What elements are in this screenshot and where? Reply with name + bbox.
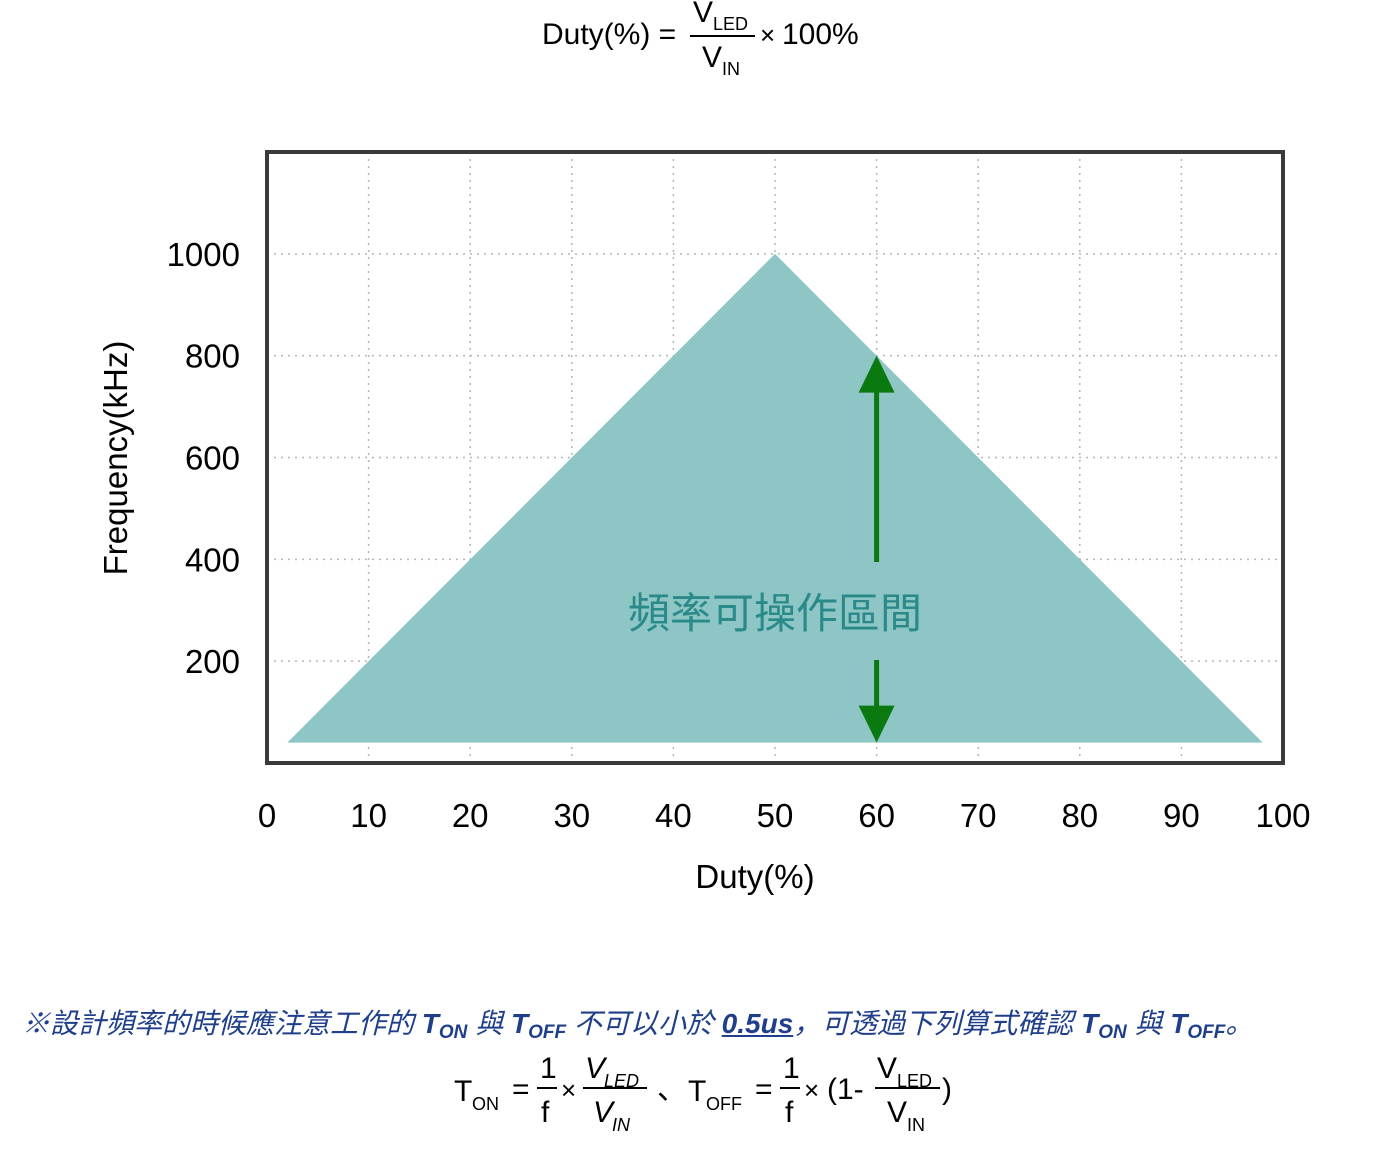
x-tick-label: 80 (1061, 797, 1098, 834)
note-and2: 與 (1134, 1008, 1163, 1039)
x-axis-label: Duty(%) (695, 858, 814, 895)
toff-close: ) (942, 1073, 952, 1106)
x-tick-label: 100 (1255, 797, 1310, 834)
note-t3: T (1081, 1008, 1099, 1039)
x-tick-label: 90 (1163, 797, 1200, 834)
x-tick-label: 30 (553, 797, 590, 834)
note-t2-sub: OFF (528, 1022, 567, 1043)
y-tick-label: 200 (185, 643, 240, 680)
operating-area (287, 253, 1263, 743)
ton-main: T (454, 1075, 472, 1108)
duty-formula-den-sub: IN (722, 59, 740, 79)
note-end: 。 (1225, 1008, 1254, 1039)
note-and1: 與 (475, 1008, 504, 1039)
toff-open: (1- (827, 1073, 864, 1106)
range-arrows (858, 355, 895, 743)
ton-times: × (561, 1075, 576, 1105)
toff-eq: = (755, 1073, 773, 1106)
t-formula: T ON = 1 f × V LED V IN 、 T OFF = 1 f × … (454, 1052, 952, 1135)
y-tick-label: 600 (185, 440, 240, 477)
x-tick-label: 70 (960, 797, 997, 834)
design-note: ※設計頻率的時候應注意工作的 TON 與 TOFF 不可以小於 0.5us，可透… (22, 1002, 1388, 1044)
duty-formula: Duty(%) = V LED V IN × 100% (542, 0, 859, 79)
toff-vled-main: V (877, 1052, 897, 1085)
y-axis-label: Frequency(kHz) (97, 341, 134, 576)
ton-vin-main: V (593, 1096, 616, 1129)
toff-main: T (688, 1075, 706, 1108)
note-t4-sub: OFF (1187, 1022, 1226, 1043)
duty-formula-den-main: V (702, 41, 722, 74)
plot-frame (265, 150, 1285, 765)
x-tick-label: 40 (655, 797, 692, 834)
ton-vled-sub: LED (604, 1071, 639, 1091)
duty-formula-num-main: V (693, 0, 713, 29)
toff-times: × (804, 1075, 819, 1105)
x-tick-label: 20 (452, 797, 489, 834)
note-t3-sub: ON (1098, 1022, 1127, 1043)
ton-sub: ON (472, 1094, 499, 1114)
y-tick-label: 1000 (167, 236, 240, 273)
y-tick-label: 400 (185, 541, 240, 578)
toff-one: 1 (783, 1052, 800, 1085)
y-tick-label: 800 (185, 338, 240, 375)
formula-separator: 、 (657, 1073, 687, 1106)
ton-eq: = (512, 1073, 530, 1106)
arrow-up-head (858, 355, 895, 393)
note-value: 0.5us (721, 1008, 794, 1039)
note-t1: T (421, 1008, 439, 1039)
duty-formula-rhs: 100% (782, 18, 859, 51)
ton-one: 1 (540, 1052, 557, 1085)
toff-vin-main: V (887, 1096, 907, 1129)
duty-formula-num-sub: LED (713, 14, 748, 34)
ton-vled-main: V (585, 1052, 608, 1085)
note-suffix: ，可透過下列算式確認 (793, 1008, 1074, 1039)
note-t4: T (1170, 1008, 1188, 1039)
operating-range-label: 頻率可操作區間 (628, 589, 922, 638)
ton-vin-sub: IN (612, 1115, 631, 1135)
x-tick-label: 10 (350, 797, 387, 834)
toff-f: f (785, 1096, 794, 1129)
x-tick-label: 0 (258, 797, 276, 834)
duty-formula-lhs: Duty(%) = (542, 18, 676, 51)
y-tick-labels: 200 400 600 800 1000 (167, 236, 240, 680)
toff-sub: OFF (706, 1094, 742, 1114)
note-mid: 不可以小於 (573, 1008, 714, 1039)
note-t1-sub: ON (438, 1022, 468, 1043)
note-prefix: ※設計頻率的時候應注意工作的 (22, 1008, 415, 1039)
x-tick-label: 50 (757, 797, 794, 834)
ton-f: f (541, 1096, 550, 1129)
x-tick-labels: 0 10 20 30 40 50 60 70 80 90 100 (258, 797, 1311, 834)
duty-formula-times: × (760, 20, 775, 50)
x-tick-label: 60 (858, 797, 895, 834)
note-t2: T (510, 1008, 529, 1039)
toff-vled-sub: LED (897, 1071, 932, 1091)
arrow-down-head (858, 705, 895, 743)
toff-vin-sub: IN (907, 1115, 925, 1135)
